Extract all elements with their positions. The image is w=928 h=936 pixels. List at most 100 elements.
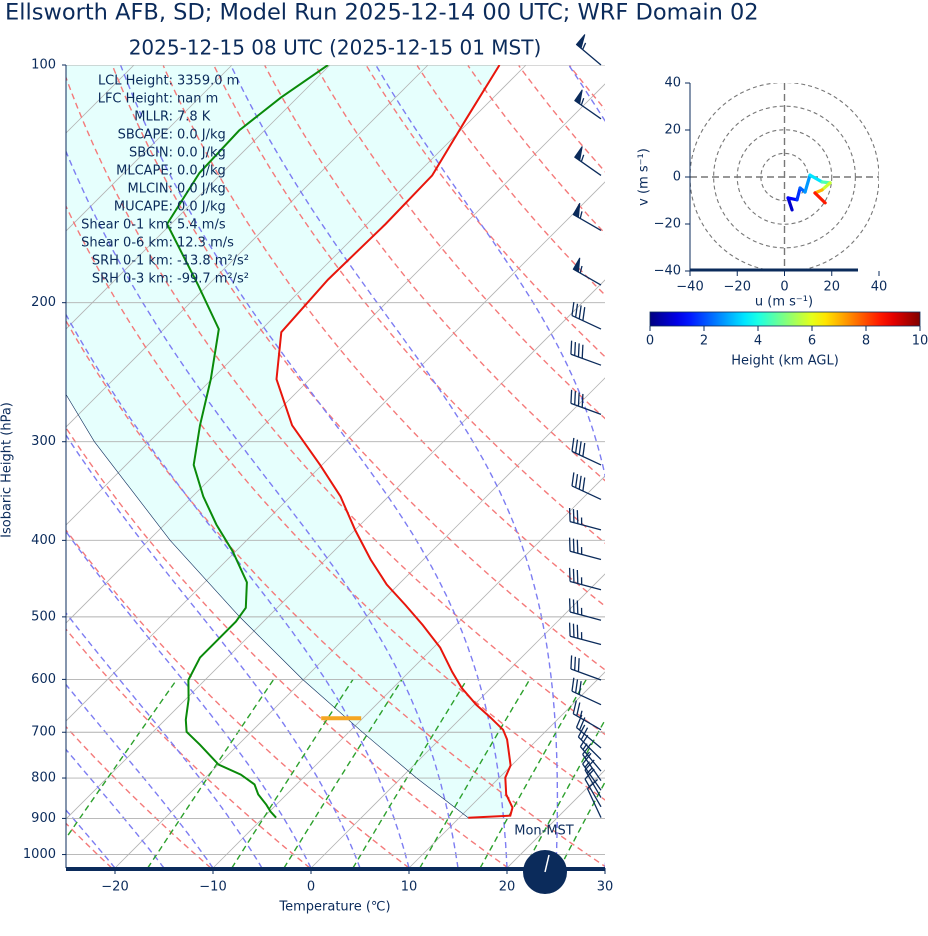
hodograph-plot [690,83,879,271]
barb-feather [584,759,595,771]
dry-adiabat [162,65,605,608]
barb-staff [570,668,602,681]
dry-adiabat [213,65,605,544]
y-tick-label: 600 [31,672,56,687]
moist-adiabat [375,65,605,868]
barb-half [579,265,583,274]
barb-half [582,42,587,50]
x-axis-label: Temperature (℃) [278,900,390,915]
barb-feather [570,389,573,404]
parcel-line [66,393,469,818]
parameter-value: nan m [177,92,218,107]
barb-feather [581,393,584,408]
colorbar-label: Height (km AGL) [731,354,839,369]
hodo-segment [820,181,832,192]
barb-half [584,751,591,759]
x-tick-label: 10 [401,880,418,895]
hodo-segment [813,191,827,205]
wind-barb [575,34,602,66]
hodo-x-label: u (m s⁻¹) [755,295,813,310]
barb-feather [578,475,582,490]
wind-barb [582,743,602,781]
barb-half [580,154,585,162]
barb-feather [574,439,579,454]
dry-adiabat [111,65,605,671]
time-label: Mon-MST [514,824,574,839]
wind-barb [572,202,602,231]
parameter-label: Shear 0-6 km: [81,236,173,251]
dry-adiabat [66,426,509,868]
wind-barb [574,89,602,120]
wind-barb [577,724,602,761]
parameter-value: 7.8 K [177,110,211,125]
wind-barb [570,340,602,366]
barb-staff [569,611,602,621]
barb-feather [581,344,584,359]
parameter-label: SBCAPE: [118,128,173,143]
parameter-value: 0.0 J/kg [177,200,226,215]
barb-feather [571,437,575,452]
parameter-value: 3359.0 m [177,74,239,89]
barb-feather [574,679,579,693]
parameter-value: 0.0 J/kg [177,128,226,143]
hodo-y-tick-label: 20 [664,123,681,138]
isotherm [66,65,331,330]
parameter-label: SBCIN: [129,146,173,161]
barb-staff [571,314,602,330]
barb-pennant [572,202,581,219]
parameter-value: 5.4 m/s [177,218,226,233]
wind-barb [568,598,602,621]
isotherm [310,573,605,868]
moist-adiabat [230,65,559,868]
barb-staff [572,713,602,731]
parameter-value: 0.0 J/kg [177,164,226,179]
barb-feather [582,442,586,457]
chart-subtitle: 2025-12-15 08 UTC (2025-12-15 01 MST) [129,36,542,60]
barb-feather [578,305,582,320]
temperature-line [275,65,514,819]
isotherm [408,671,605,868]
hodo-segment [808,173,824,184]
skewt-overlay: 100 200 300 400 500 600 700 800 900 1000 −20 −10 0 10… [23,34,613,895]
parameter-value: -13.8 m²/s² [177,254,249,269]
parameter-value: 0.0 J/kg [177,182,226,197]
barb-pennant [574,146,583,162]
hodo-x-tick-label: −20 [724,280,751,295]
wind-barb [571,472,602,501]
y-tick-label: 400 [31,533,56,548]
barb-staff [584,778,602,808]
barb-feather [574,474,579,488]
dry-adiabat [66,725,212,868]
wind-barb [575,714,602,749]
dry-adiabat [264,65,605,482]
barb-feather [576,702,581,716]
parameter-label: MUCAPE: [114,200,173,215]
wind-barb [570,389,602,415]
hodo-y-label: v (m s⁻¹) [637,148,652,206]
parameter-label: MLCIN: [128,182,173,197]
y-tick-label: 500 [31,609,56,624]
wind-barb [584,768,602,808]
barb-feather [579,734,589,747]
x-tick-label: 20 [499,880,516,895]
barb-feather [580,727,589,741]
hodo-segment [803,173,812,194]
isotherm [212,475,605,868]
wind-barb [568,622,602,646]
isotherm [114,377,605,868]
barb-feather [570,340,573,355]
barb-feather [582,307,586,321]
barb-staff [577,736,602,761]
wind-barb [568,537,602,561]
dry-adiabat [66,204,605,801]
colorbar-tick-label: 8 [862,334,870,349]
barb-feather [577,658,580,672]
hodo-y-tick-label: 40 [664,76,681,91]
mixing-ratio [147,679,275,868]
parameter-label: MLCAPE: [116,164,173,179]
wind-barb [574,146,602,176]
mixing-ratio [523,718,605,868]
barb-staff [579,746,602,772]
colorbar-tick-label: 0 [646,334,654,349]
